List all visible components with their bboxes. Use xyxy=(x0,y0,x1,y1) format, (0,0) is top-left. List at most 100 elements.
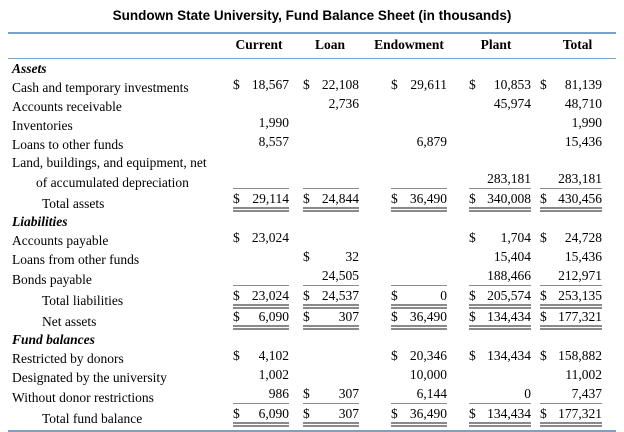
dollar-sign: $ xyxy=(303,248,310,264)
amount-value: 430,456 xyxy=(558,190,602,206)
amount-cell xyxy=(223,249,295,268)
amount: $29,114 xyxy=(233,191,289,212)
amount-value: 212,971 xyxy=(558,267,602,283)
row-label: Net assets xyxy=(42,313,97,329)
table-row: Net assets $6,090 $307 $36,490 $134,434 $177,… xyxy=(8,309,616,330)
row-label: Without donor restrictions xyxy=(12,389,154,405)
row-label: Loans from other funds xyxy=(12,251,140,267)
dollar-sign: $ xyxy=(391,347,398,363)
column-header: Loan xyxy=(314,37,345,52)
dollar-sign: $ xyxy=(233,229,240,245)
column-header: Current xyxy=(235,37,283,52)
amount-value: 158,882 xyxy=(558,347,602,363)
amount-cell: $6,090 xyxy=(223,406,295,427)
dollar-sign: $ xyxy=(233,190,240,206)
table-row: Total liabilities $23,024 $24,537 $0 $205,57… xyxy=(8,288,616,309)
amount-value: 7,437 xyxy=(571,385,602,401)
amount-value: 29,611 xyxy=(410,76,447,92)
amount-cell xyxy=(453,59,539,77)
amount-cell: 986 xyxy=(223,386,295,406)
amount-value: 15,404 xyxy=(493,248,531,264)
amount-cell: $134,434 xyxy=(453,406,539,427)
amount-cell: 6,879 xyxy=(365,134,453,153)
amount-cell: $10,853 xyxy=(453,77,539,96)
dollar-sign: $ xyxy=(303,405,310,421)
table-row: Accounts payable $23,024 $1,704 $24,728 xyxy=(8,230,616,249)
amount-cell: $23,024 xyxy=(223,288,295,309)
amount-cell: $29,611 xyxy=(365,77,453,96)
amount-value: 36,490 xyxy=(409,308,447,324)
amount-value: 24,505 xyxy=(321,267,359,283)
amount-cell: $29,114 xyxy=(223,191,295,212)
amount-value: 36,490 xyxy=(409,405,447,421)
amount-value: 307 xyxy=(338,405,359,421)
amount-cell: 1,002 xyxy=(223,367,295,386)
amount: $205,574 xyxy=(469,288,531,309)
page-title: Sundown State University, Fund Balance S… xyxy=(112,8,512,23)
row-label: Liabilities xyxy=(12,213,68,229)
amount: 6,879 xyxy=(391,134,447,151)
amount-cell xyxy=(453,153,539,171)
amount-cell: 0 xyxy=(453,386,539,406)
dollar-sign: $ xyxy=(391,190,398,206)
amount-value: 8,557 xyxy=(258,133,289,149)
amount-value: 1,002 xyxy=(258,366,289,382)
amount-value: 23,024 xyxy=(251,229,289,245)
amount: $24,728 xyxy=(540,230,602,247)
dollar-sign: $ xyxy=(233,405,240,421)
amount-cell: $340,008 xyxy=(453,191,539,212)
amount-value: 1,704 xyxy=(500,229,531,245)
amount xyxy=(233,174,289,189)
amount-value: 134,434 xyxy=(487,347,531,363)
amount: $0 xyxy=(391,288,447,309)
amount-cell: 283,181 xyxy=(453,171,539,191)
table-row: of accumulated depreciation 283,181 283,18… xyxy=(8,171,616,191)
amount-value: 134,434 xyxy=(487,405,531,421)
amount xyxy=(303,174,359,189)
dollar-sign: $ xyxy=(540,308,547,324)
amount: 7,437 xyxy=(540,386,602,404)
amount-cell xyxy=(365,171,453,191)
amount-cell: 15,436 xyxy=(539,249,616,268)
amount-cell: $24,844 xyxy=(295,191,365,212)
amount-value: 4,102 xyxy=(258,347,289,363)
amount-value: 6,090 xyxy=(258,308,289,324)
amount-cell: $134,434 xyxy=(453,348,539,367)
row-label: Accounts payable xyxy=(12,232,109,248)
bottom-divider xyxy=(8,429,616,432)
amount-cell xyxy=(295,153,365,171)
amount-value: 0 xyxy=(440,287,447,303)
amount-cell: 15,404 xyxy=(453,249,539,268)
amount-cell: 1,990 xyxy=(223,115,295,134)
row-label: Loans to other funds xyxy=(12,136,124,152)
amount-value: 0 xyxy=(524,385,531,401)
table-row: Fund balances xyxy=(8,330,616,348)
amount-cell: $307 xyxy=(295,309,365,330)
amount-cell: $6,090 xyxy=(223,309,295,330)
amount-cell xyxy=(365,249,453,268)
amount-cell xyxy=(365,59,453,77)
amount-value: 188,466 xyxy=(487,267,531,283)
row-label: Total liabilities xyxy=(42,292,124,308)
amount-cell: 212,971 xyxy=(539,268,616,288)
dollar-sign: $ xyxy=(303,190,310,206)
amount-value: 283,181 xyxy=(487,170,531,186)
amount-cell: $32 xyxy=(295,249,365,268)
amount: $18,567 xyxy=(233,77,289,94)
amount-cell xyxy=(365,268,453,288)
amount: $29,611 xyxy=(391,77,447,94)
amount: $36,490 xyxy=(391,406,447,427)
amount-value: 307 xyxy=(338,385,359,401)
amount-cell xyxy=(295,330,365,348)
amount-value: 177,321 xyxy=(558,308,602,324)
amount: $340,008 xyxy=(469,191,531,212)
amount: $36,490 xyxy=(391,191,447,212)
dollar-sign: $ xyxy=(303,287,310,303)
amount: 15,436 xyxy=(540,134,602,151)
amount-cell: $177,321 xyxy=(539,309,616,330)
amount: $1,704 xyxy=(469,230,531,247)
amount: $134,434 xyxy=(469,348,531,365)
amount: 11,002 xyxy=(540,367,602,384)
table-row: Land, buildings, and equipment, net xyxy=(8,153,616,171)
row-label: of accumulated depreciation xyxy=(36,174,189,190)
